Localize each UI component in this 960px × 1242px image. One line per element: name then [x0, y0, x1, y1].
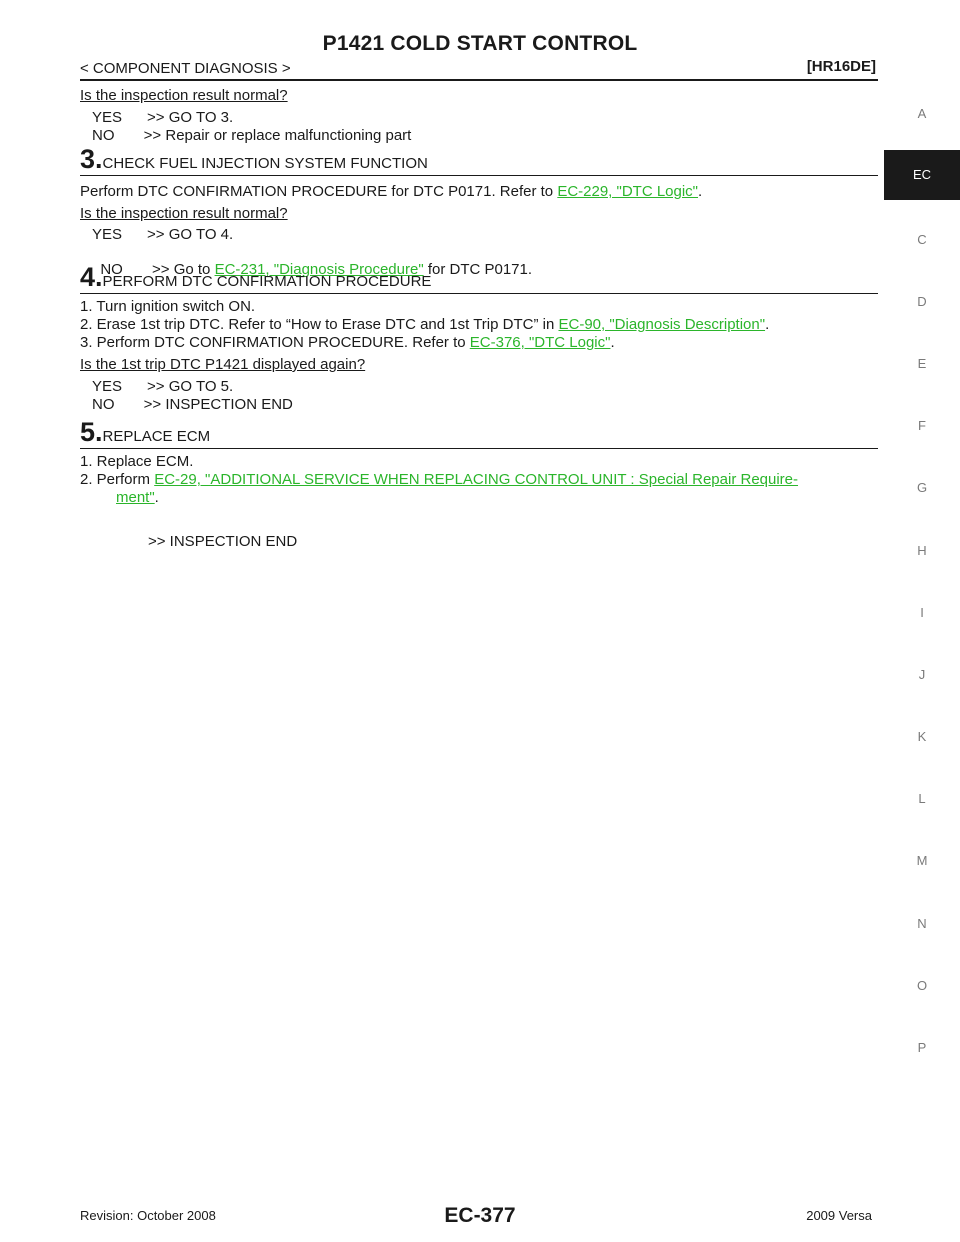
link-additional-service-ec29[interactable]: EC-29, "ADDITIONAL SERVICE WHEN REPLACIN…: [154, 471, 799, 488]
no-branch: NO >> Repair or replace malfunctioning p…: [92, 127, 412, 144]
inspection-question: Is the inspection result normal?: [80, 87, 288, 104]
engine-model-label: [HR16DE]: [806, 58, 876, 75]
index-tab-ec-active[interactable]: EC: [884, 150, 960, 200]
page-number: EC-377: [444, 1204, 516, 1227]
index-tab-o[interactable]: O: [916, 978, 928, 993]
step-title: REPLACE ECM: [102, 428, 211, 445]
step-divider: [80, 448, 878, 449]
index-tab-g[interactable]: G: [916, 480, 928, 495]
step-number: 3.: [80, 144, 103, 174]
step-divider: [80, 175, 878, 176]
breadcrumb: < COMPONENT DIAGNOSIS >: [80, 60, 291, 77]
index-tab-d[interactable]: D: [917, 294, 927, 309]
step-divider: [80, 293, 878, 294]
step-4-heading: 4.PERFORM DTC CONFIRMATION PROCEDURE: [80, 264, 431, 291]
index-tab-l[interactable]: L: [918, 791, 926, 806]
index-tab-j[interactable]: J: [918, 667, 926, 682]
revision-date: Revision: October 2008: [80, 1208, 216, 1223]
step-5-heading: 5.REPLACE ECM: [80, 419, 210, 446]
index-tab-h[interactable]: H: [917, 543, 927, 558]
inspection-end: >> INSPECTION END: [148, 533, 298, 550]
step-title: PERFORM DTC CONFIRMATION PROCEDURE: [102, 273, 432, 290]
vehicle-model-year: 2009 Versa: [806, 1208, 872, 1223]
step-number: 5.: [80, 417, 103, 447]
link-dtc-logic-ec229[interactable]: EC-229, "DTC Logic": [557, 183, 699, 200]
step-title: CHECK FUEL INJECTION SYSTEM FUNCTION: [102, 155, 428, 172]
link-diagnosis-procedure-ec231[interactable]: EC-231, "Diagnosis Procedure": [214, 261, 424, 278]
list-item: 1. Turn ignition switch ON.: [80, 298, 256, 315]
index-tab-f[interactable]: F: [918, 418, 926, 433]
inspection-question: Is the inspection result normal?: [80, 205, 288, 222]
step-number: 4.: [80, 262, 103, 292]
index-tab-k[interactable]: K: [917, 729, 927, 744]
index-tab-p[interactable]: P: [917, 1040, 927, 1055]
link-additional-service-ec29-cont[interactable]: ment": [116, 489, 155, 506]
index-tab-n[interactable]: N: [917, 916, 927, 931]
no-branch: NO >> INSPECTION END: [92, 396, 293, 413]
index-tab-i[interactable]: I: [920, 605, 924, 620]
inspection-question: Is the 1st trip DTC P1421 displayed agai…: [80, 356, 366, 373]
step-3-instruction: Perform DTC CONFIRMATION PROCEDURE for D…: [80, 183, 703, 200]
list-item-continuation: ment".: [116, 489, 159, 506]
index-tab-c[interactable]: C: [917, 232, 927, 247]
list-item: 2. Erase 1st trip DTC. Refer to “How to …: [80, 316, 770, 333]
list-item: 3. Perform DTC CONFIRMATION PROCEDURE. R…: [80, 334, 615, 351]
no-branch: NO >> Go to EC-231, "Diagnosis Procedure…: [100, 261, 533, 278]
index-tab-e[interactable]: E: [917, 356, 927, 371]
list-item: 1. Replace ECM.: [80, 453, 194, 470]
index-tab-m[interactable]: M: [916, 853, 928, 868]
list-item: 2. Perform EC-29, "ADDITIONAL SERVICE WH…: [80, 471, 799, 488]
page-title: P1421 COLD START CONTROL: [322, 32, 638, 55]
yes-branch: YES >> GO TO 3.: [92, 109, 234, 126]
link-dtc-logic-ec376[interactable]: EC-376, "DTC Logic": [469, 334, 611, 351]
link-diagnosis-description-ec90[interactable]: EC-90, "Diagnosis Description": [558, 316, 766, 333]
index-tab-a[interactable]: A: [917, 106, 927, 121]
header-divider: [80, 79, 878, 81]
yes-branch: YES >> GO TO 4.: [92, 226, 234, 243]
yes-branch: YES >> GO TO 5.: [92, 378, 234, 395]
step-3-heading: 3.CHECK FUEL INJECTION SYSTEM FUNCTION: [80, 146, 428, 173]
